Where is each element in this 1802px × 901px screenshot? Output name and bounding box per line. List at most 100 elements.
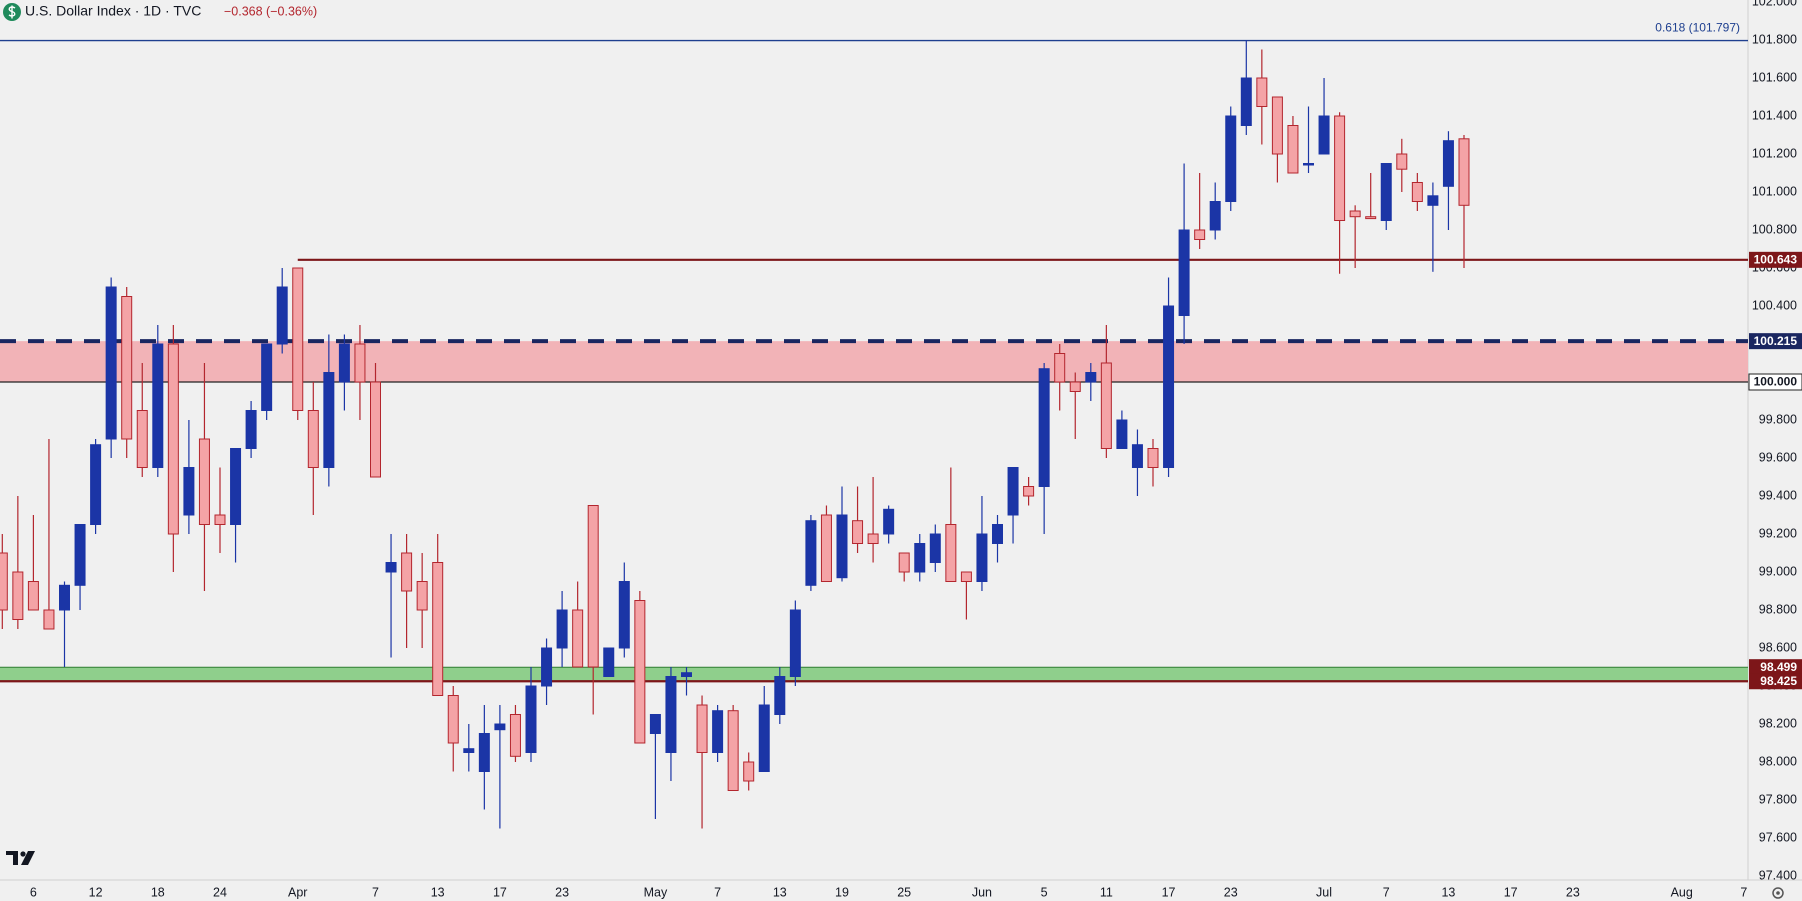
tv-logo [6,851,35,865]
candle-body [121,296,133,440]
y-tick-label: 97.400 [1759,868,1797,882]
candle-body [27,581,39,611]
candle-body [494,723,506,731]
candle-body [416,581,428,611]
y-tick-label: 101.600 [1752,70,1797,84]
settings-icon[interactable] [1772,887,1784,899]
y-tick-label: 99.400 [1759,488,1797,502]
candle-body [323,372,335,468]
candle-body [649,714,661,734]
candle-body [1054,353,1066,383]
candle-body [1225,115,1237,202]
candle-body [914,543,926,573]
candle-body [136,410,148,468]
zone [0,667,1748,682]
candle-body [743,761,755,782]
x-tick-label: 12 [89,885,103,899]
level-label: 100.215 [1754,334,1798,348]
candle-body [789,609,801,677]
x-tick-label: 23 [1566,885,1580,899]
y-tick-label: 97.600 [1759,830,1797,844]
y-tick-label: 98.200 [1759,716,1797,730]
candle-body [1116,419,1128,449]
tv-logo-part [21,851,35,865]
candle-body [276,286,288,345]
x-tick-label: 19 [835,885,849,899]
y-tick-label: 101.800 [1752,32,1797,46]
symbol-logo-mark [8,5,16,19]
x-tick-label: 5 [1041,885,1048,899]
candle-body [1038,368,1050,488]
candle-body [681,672,692,678]
candle-body [618,581,630,649]
candle-body [59,584,70,611]
candle-body [1023,486,1035,497]
level-label: 0.618 (101.797) [1655,21,1740,35]
candle-body [1396,153,1408,170]
x-tick-label: 25 [897,885,911,899]
candle-body [1240,77,1252,126]
x-tick-label: Apr [288,885,307,899]
candle-body [867,533,879,544]
settings-icon-center [1776,891,1780,895]
y-tick-label: 99.200 [1759,526,1797,540]
candle-body [696,704,708,753]
x-tick-label: 23 [1224,885,1238,899]
candle-body [712,710,724,754]
candle-body [1100,362,1112,449]
zone [0,341,1748,382]
candle-body [587,505,599,668]
candle-body [1365,216,1377,220]
level-label: 100.000 [1754,375,1798,389]
x-tick-label: 18 [151,885,165,899]
candle-body [758,704,770,772]
tv-logo-part [6,851,18,865]
candle-body [214,514,226,525]
candle-body [261,343,273,411]
candle-body [992,524,1003,544]
y-tick-label: 100.400 [1752,298,1797,312]
candle-body [945,524,957,582]
candle-body [401,552,413,592]
candle-body [1194,229,1206,240]
y-tick-label: 97.800 [1759,792,1797,806]
y-tick-label: 99.800 [1759,412,1797,426]
chart-title: U.S. Dollar Index · 1D · TVC [25,3,201,19]
candle-body [1209,201,1221,231]
candle-body [1411,182,1423,202]
candle-body [665,676,677,753]
candle-body [338,343,350,383]
candle-body [774,676,786,715]
x-tick-label: 24 [213,885,227,899]
y-tick-label: 101.000 [1752,184,1797,198]
candle-body [1349,210,1361,218]
x-tick-label: Aug [1671,885,1693,899]
candle-body [463,748,475,754]
y-tick-label: 98.000 [1759,754,1797,768]
candle-body [1007,467,1019,516]
x-tick-label: 17 [1504,885,1518,899]
candle-body [836,514,848,579]
level-label-box [1749,333,1802,350]
candle-body [167,343,179,535]
candle-body [1147,448,1159,468]
y-tick-label: 99.000 [1759,564,1797,578]
level-label-box [1749,673,1802,690]
x-tick-label: 17 [1162,885,1176,899]
plot [0,39,1748,829]
x-tick-label: 7 [714,885,721,899]
candle-body [12,571,24,620]
x-tick-label: 13 [773,885,787,899]
x-tick-label: 6 [30,885,37,899]
candle-body [525,685,537,753]
level-label-box [1748,373,1802,391]
candle-body [556,609,568,649]
level-label: 98.499 [1760,660,1797,674]
candle-body [1287,125,1299,174]
candle-body [541,647,553,687]
y-tick-label: 102.000 [1752,0,1797,8]
candle-body [1303,163,1314,166]
candle-body [245,410,257,449]
candle-body [1271,96,1283,155]
